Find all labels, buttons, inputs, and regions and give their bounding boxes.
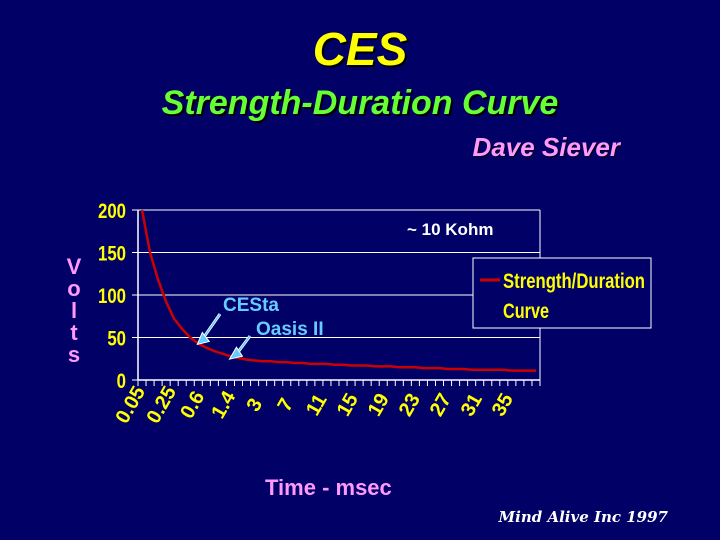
x-tick-label: 19 [364,390,394,420]
y-axis-label-letter: t [70,320,78,345]
annotation-oasis: Oasis II [256,319,324,340]
y-tick-label: 0 [117,370,126,393]
slide-subtitle: Strength-Duration Curve [161,84,559,122]
arrow-cesta-head [196,331,211,346]
x-tick-label: 31 [457,390,487,420]
annotation-cesta: CESta [223,295,279,316]
slide-title: CES [312,23,408,75]
annotation-impedance: ~ 10 Kohm [407,220,493,239]
y-tick-label: 150 [98,243,126,266]
legend-label: Curve [503,300,549,323]
legend-label: Strength/Duration [503,270,645,293]
y-axis-label-letter: s [67,342,81,367]
x-tick-label: 0.25 [143,383,182,428]
arrow-oasis-head [228,346,244,360]
x-tick-label: 7 [273,395,298,416]
series-line-strength-duration [140,209,536,372]
x-axis-label: Time - msec [265,475,392,500]
x-tick-label: 0.6 [176,387,209,422]
y-axis-label-letter: o [67,276,81,301]
y-axis-label-letter: l [70,298,78,323]
y-tick-label: 100 [98,285,126,308]
y-tick-label: 200 [98,200,126,223]
x-tick-label: 11 [302,390,332,419]
x-tick-label: 35 [488,390,518,420]
y-tick-label: 50 [107,328,126,351]
x-tick-label: 15 [333,390,363,420]
copyright-footer: Mind Alive Inc 1997 [498,508,668,526]
y-axis-label-letter: V [66,254,82,279]
author-name: Dave Siever [472,132,620,162]
x-tick-label: 1.4 [207,387,240,423]
arrow-cesta-core [201,313,221,340]
x-tick-label: 27 [426,390,456,420]
legend-box [472,257,652,329]
x-tick-label: 3 [242,395,267,416]
x-tick-label: 23 [395,390,425,420]
